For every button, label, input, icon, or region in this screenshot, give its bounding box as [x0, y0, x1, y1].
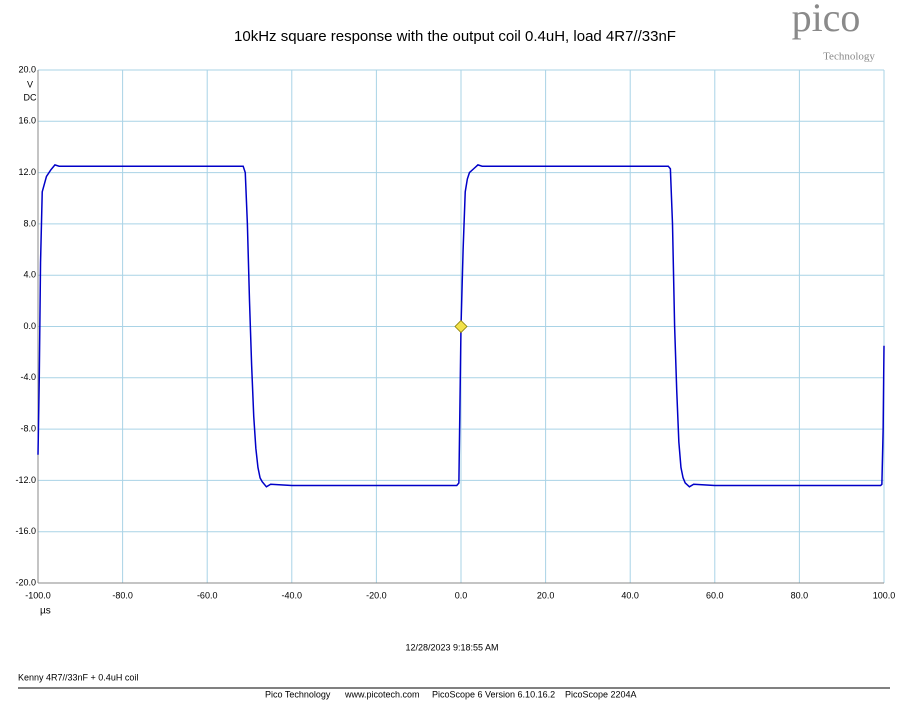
footer-item: Pico Technology: [265, 689, 331, 699]
footer-item: www.picotech.com: [344, 689, 420, 699]
caption: Kenny 4R7//33nF + 0.4uH coil: [18, 672, 138, 682]
y-tick-label: 16.0: [18, 116, 36, 126]
logo-subtitle: Technology: [823, 51, 875, 63]
y-tick-label: -8.0: [20, 423, 36, 433]
x-tick-label: -60.0: [197, 590, 218, 600]
y-tick-label: 12.0: [18, 167, 36, 177]
y-unit: V: [27, 79, 33, 89]
y-tick-label: -4.0: [20, 372, 36, 382]
x-tick-label: 100.0: [873, 590, 896, 600]
y-tick-label: 0.0: [23, 321, 36, 331]
footer-item: PicoScope 2204A: [565, 689, 637, 699]
chart-title: 10kHz square response with the output co…: [234, 28, 676, 45]
x-tick-label: -20.0: [366, 590, 387, 600]
x-tick-label: 0.0: [455, 590, 468, 600]
y-tick-label: -12.0: [15, 475, 36, 485]
y-tick-label: 4.0: [23, 270, 36, 280]
x-tick-label: -80.0: [112, 590, 133, 600]
x-tick-label: -40.0: [282, 590, 303, 600]
y-tick-label: -16.0: [15, 526, 36, 536]
x-unit: µs: [40, 606, 51, 617]
y-tick-label: -20.0: [15, 577, 36, 587]
logo-name: pico: [792, 0, 861, 40]
x-tick-label: 20.0: [537, 590, 555, 600]
coupling: DC: [24, 92, 37, 102]
timestamp: 12/28/2023 9:18:55 AM: [405, 642, 498, 652]
x-tick-label: 40.0: [621, 590, 639, 600]
y-tick-label: 20.0: [18, 64, 36, 74]
y-tick-label: 8.0: [23, 218, 36, 228]
x-tick-label: 80.0: [791, 590, 809, 600]
footer-item: PicoScope 6 Version 6.10.16.2: [432, 689, 555, 699]
x-tick-label: -100.0: [25, 590, 51, 600]
x-tick-label: 60.0: [706, 590, 724, 600]
trigger-marker: [454, 319, 468, 334]
